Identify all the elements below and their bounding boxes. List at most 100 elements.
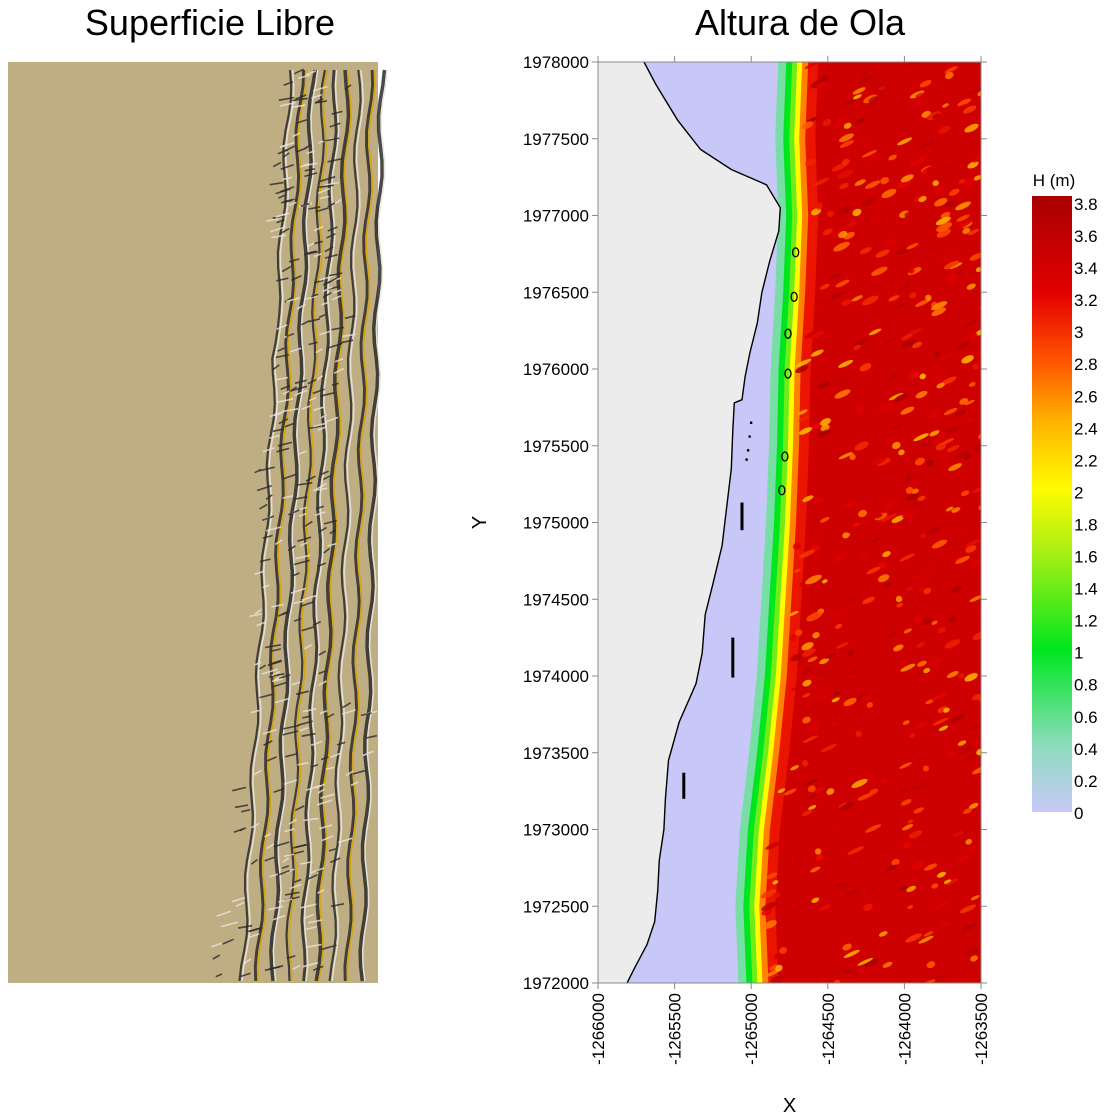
breaker-streak	[288, 509, 300, 516]
wave-height-patch	[842, 943, 852, 951]
wave-height-patch	[845, 816, 855, 822]
wave-height-patch	[820, 418, 831, 426]
breaker-streak	[299, 727, 309, 732]
y-tick-label: 1974000	[523, 667, 589, 686]
wave-height-patch	[848, 668, 859, 675]
wave-crest-highlight	[331, 69, 364, 982]
wave-height-patch	[911, 861, 926, 870]
wave-height-patch	[857, 792, 875, 801]
wave-height-patch	[936, 222, 953, 232]
breaker-streak	[301, 594, 318, 601]
breaker-streak	[293, 617, 302, 623]
wave-height-patch	[806, 611, 823, 622]
breaker-streak	[308, 206, 321, 210]
breaker-streak	[291, 681, 301, 686]
wave-height-patch	[810, 330, 825, 339]
breaker-streak	[295, 843, 307, 849]
wave-height-patch	[833, 979, 840, 983]
breaker-streak	[313, 487, 328, 492]
wave-height-patch	[943, 260, 960, 270]
colorbar-tick-label: 0.4	[1074, 740, 1098, 759]
breaker-streak	[284, 297, 292, 303]
wave-height-patch	[882, 802, 893, 809]
wave-height-patch	[900, 663, 916, 672]
breaker-streak	[261, 668, 278, 675]
breaker-streak	[265, 494, 273, 500]
wave-height-patch	[863, 89, 872, 95]
wave-height-patch	[882, 961, 893, 968]
breaker-streak	[305, 295, 318, 300]
wave-height-patch	[920, 617, 933, 626]
breaker-streak	[307, 425, 322, 430]
breaker-streak	[293, 600, 305, 605]
wave-height-patch	[801, 759, 809, 767]
wave-height-patch	[807, 785, 816, 793]
breaker-streak	[330, 857, 341, 864]
breaker-streak	[259, 664, 267, 670]
wave-height-patch	[981, 149, 997, 161]
breaker-streak	[254, 608, 262, 615]
breaker-streak	[291, 572, 300, 577]
breaker-streak	[290, 385, 308, 392]
wave-height-patch	[859, 363, 872, 372]
colorbar-tick-label: 0.2	[1074, 772, 1098, 791]
wave-height-patch	[943, 542, 955, 549]
wave-height-texture	[760, 62, 997, 983]
breaker-streak	[271, 659, 282, 665]
breaker-streak	[303, 162, 318, 167]
breaker-streak	[312, 388, 325, 395]
wave-height-patch	[937, 626, 946, 634]
breaker-streak	[294, 68, 304, 75]
breaker-streak	[292, 97, 308, 102]
breaker-streak	[244, 958, 252, 964]
wave-crest-highlight	[317, 69, 352, 982]
breaker-streak	[298, 74, 311, 80]
wave-height-patch	[847, 86, 855, 93]
wave-height-patch	[943, 879, 952, 884]
breaker-streak	[277, 347, 285, 352]
wave-height-patch	[819, 657, 830, 665]
wave-height-patch	[868, 328, 882, 336]
breaker-streak	[269, 181, 284, 186]
reef-dot	[746, 449, 750, 452]
wave-height-patch	[909, 292, 917, 299]
wave-height-patch	[802, 778, 819, 787]
wave-height-patch	[881, 188, 897, 199]
wave-height-patch	[941, 376, 957, 385]
wave-height-patch	[897, 137, 912, 146]
wave-height-patch	[820, 529, 831, 535]
wave-height-patch	[851, 778, 868, 789]
breaker-streak	[288, 258, 300, 263]
wave-height-patch	[915, 98, 923, 104]
breaker-streak	[256, 621, 266, 627]
reef-outline	[784, 328, 792, 339]
wave-height-patch	[872, 152, 882, 158]
wave-height-patch	[843, 697, 857, 707]
breaker-streak	[296, 303, 306, 310]
wave-height-patch	[958, 179, 966, 184]
wave-height-patch	[822, 934, 838, 944]
wave-height-patch	[905, 487, 914, 494]
breaker-streak	[322, 292, 332, 299]
wave-height-patch	[845, 593, 860, 603]
wave-height-patch	[902, 511, 915, 519]
breaker-streak	[262, 447, 275, 453]
wave-height-patch	[874, 513, 883, 519]
wave-height-patch	[847, 649, 855, 656]
wave-height-patch	[980, 596, 981, 604]
breaker-streak	[259, 558, 271, 563]
wave-height-patch	[913, 433, 929, 442]
breaker-streak	[324, 253, 338, 259]
wave-height-patch	[792, 542, 802, 550]
wave-height-patch	[913, 512, 930, 522]
breaker-streak	[273, 841, 290, 848]
wave-height-patch	[843, 704, 860, 713]
breaker-streak	[277, 398, 294, 404]
wave-height-patch	[966, 418, 974, 424]
breaker-streak	[278, 418, 289, 425]
breaker-streak	[308, 341, 318, 346]
wave-height-patch	[893, 644, 904, 652]
wave-height-patch	[875, 249, 890, 258]
breaker-streak	[308, 396, 317, 402]
breaker-streak	[282, 495, 293, 499]
